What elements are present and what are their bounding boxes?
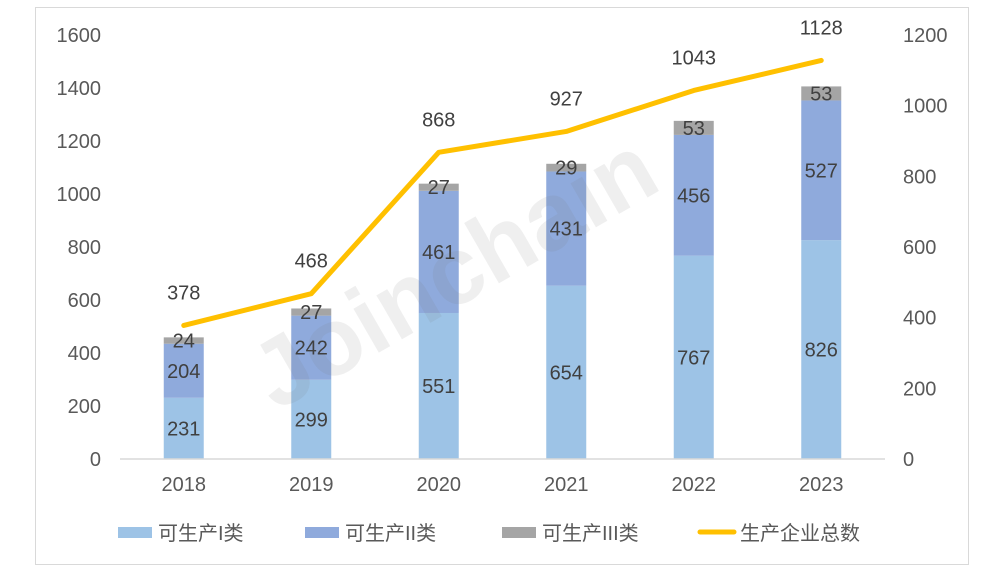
- bar-segment: [801, 86, 842, 101]
- bar-data-label: 826: [805, 340, 838, 362]
- y-left-tick-label: 200: [68, 396, 101, 418]
- bar-segment: [673, 120, 714, 135]
- bar-segment: [418, 190, 459, 313]
- bar-segment: [546, 171, 587, 286]
- line-data-label: 1128: [800, 17, 843, 39]
- bar-data-label: 53: [683, 118, 705, 140]
- total-line: [181, 57, 824, 328]
- chart-frame: [35, 7, 969, 565]
- y-left-tick-label: 0: [90, 449, 101, 471]
- line-data-label: 1043: [672, 47, 717, 69]
- bar-data-label: 654: [550, 362, 583, 384]
- bar-segment: [546, 285, 587, 459]
- bar-segment: [291, 308, 332, 316]
- bar-segment: [418, 183, 459, 191]
- y-left-tick-label: 1000: [57, 184, 102, 206]
- y-left-tick-label: 1600: [57, 25, 102, 47]
- y-left-tick-label: 800: [68, 237, 101, 259]
- bar-data-label: 27: [300, 302, 322, 324]
- bar-data-label: 551: [422, 376, 455, 398]
- bar-segment: [163, 343, 204, 398]
- line-data-label: 927: [550, 88, 583, 110]
- y-left-tick-label: 400: [68, 343, 101, 365]
- x-tick-label: 2020: [417, 474, 462, 496]
- legend-label: 生产企业总数: [740, 522, 860, 545]
- legend-label: 可生产I类: [158, 522, 244, 545]
- legend-swatch: [305, 527, 339, 538]
- bar-segment: [418, 312, 459, 459]
- bar-segment: [801, 100, 842, 241]
- y-right-tick-label: 0: [903, 449, 914, 471]
- y-right-tick-label: 1200: [903, 25, 948, 47]
- bar-data-label: 299: [295, 409, 328, 431]
- bar-segment: [163, 337, 204, 344]
- bar-segment: [546, 163, 587, 172]
- bar-data-label: 527: [805, 160, 838, 182]
- y-left-tick-label: 600: [68, 290, 101, 312]
- y-right-tick-label: 600: [903, 237, 936, 259]
- y-left-tick-label: 1400: [57, 78, 102, 100]
- bar-data-label: 27: [428, 177, 450, 199]
- bar-data-label: 29: [555, 158, 577, 180]
- bar-segment: [291, 379, 332, 459]
- line-data-label: 868: [422, 109, 455, 131]
- legend-swatch: [118, 527, 152, 538]
- bar-segment: [163, 397, 204, 459]
- y-right-tick-label: 200: [903, 378, 936, 400]
- bar-data-label: 24: [173, 331, 195, 353]
- line-data-label: 378: [167, 282, 200, 304]
- x-tick-label: 2021: [544, 474, 589, 496]
- bar-data-label: 461: [422, 242, 455, 264]
- legend-swatch: [502, 527, 536, 538]
- bar-segment: [801, 240, 842, 459]
- y-right-tick-label: 800: [903, 166, 936, 188]
- bar-data-label: 431: [550, 219, 583, 241]
- bar-data-label: 53: [810, 83, 832, 105]
- x-tick-label: 2018: [162, 474, 207, 496]
- bar-data-label: 231: [167, 418, 200, 440]
- y-right-tick-label: 400: [903, 308, 936, 330]
- x-tick-label: 2019: [289, 474, 334, 496]
- y-left-tick-label: 1200: [57, 131, 102, 153]
- y-right-tick-label: 1000: [903, 96, 948, 118]
- bar-data-label: 767: [677, 347, 710, 369]
- x-tick-label: 2022: [672, 474, 717, 496]
- bar-data-label: 456: [677, 185, 710, 207]
- bar-segment: [673, 255, 714, 459]
- bar-data-label: 204: [167, 361, 200, 383]
- legend-label: 可生产II类: [345, 522, 436, 545]
- bar-data-label: 242: [295, 338, 328, 360]
- x-tick-label: 2023: [799, 474, 844, 496]
- legend-label: 可生产III类: [542, 522, 639, 545]
- bar-segment: [291, 315, 332, 380]
- line-data-label: 468: [295, 251, 328, 273]
- bar-segment: [673, 134, 714, 256]
